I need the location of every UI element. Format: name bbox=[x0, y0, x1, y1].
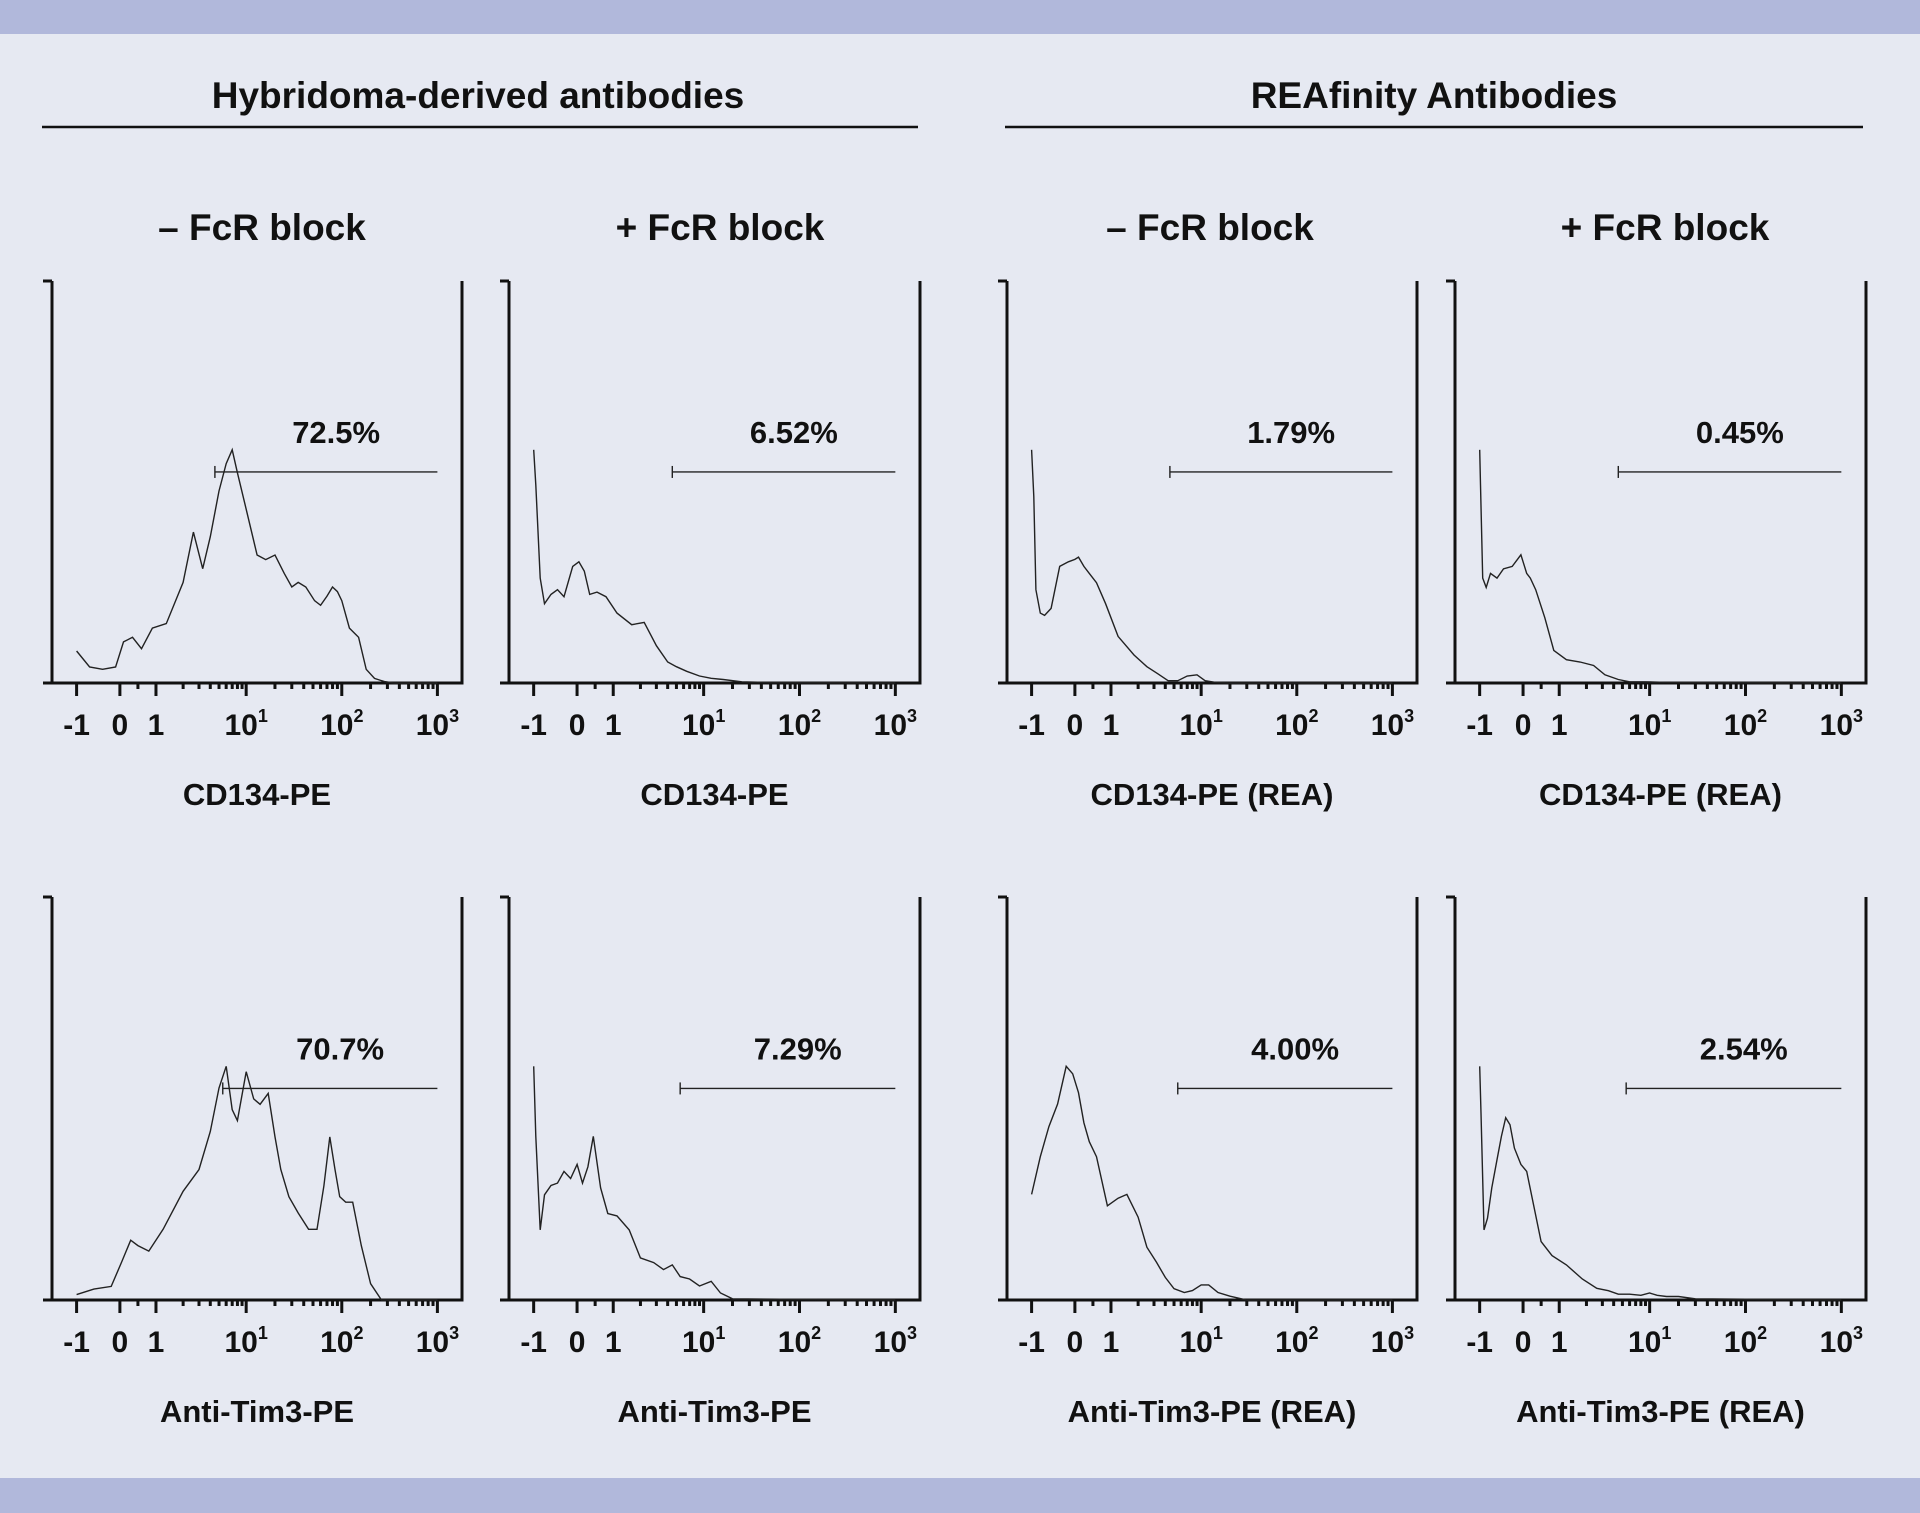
histogram-trace bbox=[1479, 1066, 1842, 1301]
gate-percentage: 6.52% bbox=[750, 415, 838, 450]
panel-2-title: + FcR block bbox=[616, 207, 825, 248]
x-tick-label: 103 bbox=[874, 706, 917, 742]
gate-percentage: 2.54% bbox=[1700, 1031, 1788, 1066]
histogram-panel-2: -1 0 1 101 102 103 6.52% CD134-PE bbox=[500, 279, 922, 812]
histogram-panel-6: -1 0 1 101 102 103 7.29% Anti-Tim3-PE bbox=[500, 895, 922, 1429]
plot-frame bbox=[507, 897, 922, 1302]
plot-frame bbox=[50, 281, 464, 685]
gate-percentage: 72.5% bbox=[292, 415, 380, 450]
x-tick-label: 103 bbox=[874, 1323, 917, 1359]
x-axis-label: CD134-PE (REA) bbox=[1539, 777, 1782, 812]
x-tick-label: 1 bbox=[605, 709, 622, 742]
x-axis-label: Anti-Tim3-PE (REA) bbox=[1516, 1394, 1805, 1429]
group-title-hybridoma: Hybridoma-derived antibodies bbox=[212, 75, 745, 116]
histogram-trace bbox=[76, 447, 438, 684]
x-axis-label: Anti-Tim3-PE bbox=[160, 1394, 354, 1429]
panel-4-title: + FcR block bbox=[1561, 207, 1770, 248]
x-tick-label: 101 bbox=[1179, 1323, 1222, 1359]
x-tick-label: 0 bbox=[569, 709, 586, 742]
x-tick-label: 1 bbox=[148, 1326, 165, 1359]
gate-percentage: 0.45% bbox=[1696, 415, 1784, 450]
x-tick-label: 101 bbox=[1628, 706, 1671, 742]
histogram-trace bbox=[76, 1066, 438, 1301]
plot-frame bbox=[1005, 897, 1419, 1302]
x-tick-label: 1 bbox=[1551, 709, 1568, 742]
x-tick-label: 103 bbox=[416, 1323, 459, 1359]
x-tick-label: 0 bbox=[569, 1326, 586, 1359]
x-tick-label: 102 bbox=[1724, 706, 1767, 742]
x-tick-label: 1 bbox=[1103, 1326, 1120, 1359]
plot-frame bbox=[507, 281, 922, 685]
x-tick-label: 103 bbox=[1820, 706, 1863, 742]
x-tick-label: 102 bbox=[320, 1323, 363, 1359]
histogram-trace bbox=[1479, 449, 1842, 684]
x-tick-label: 1 bbox=[605, 1326, 622, 1359]
x-tick-label: 101 bbox=[1628, 1323, 1671, 1359]
gate-percentage: 1.79% bbox=[1247, 415, 1335, 450]
x-tick-label: 101 bbox=[682, 706, 725, 742]
histogram-panel-7: -1 0 1 101 102 103 4.00% Anti-Tim3-PE (REA) bbox=[998, 895, 1419, 1429]
x-tick-label: 102 bbox=[1724, 1323, 1767, 1359]
x-tick-label: -1 bbox=[63, 709, 90, 742]
x-tick-label: 102 bbox=[778, 706, 821, 742]
x-tick-label: 0 bbox=[1067, 1326, 1084, 1359]
plot-frame bbox=[1453, 281, 1868, 685]
x-tick-label: 103 bbox=[1371, 1323, 1414, 1359]
x-tick-label: 101 bbox=[224, 1323, 267, 1359]
x-tick-label: -1 bbox=[1466, 1326, 1493, 1359]
x-tick-label: 1 bbox=[1103, 709, 1120, 742]
x-tick-label: 101 bbox=[1179, 706, 1222, 742]
histogram-panel-4: -1 0 1 101 102 103 0.45% CD134-PE (REA) bbox=[1446, 279, 1868, 812]
x-axis-label: CD134-PE (REA) bbox=[1091, 777, 1334, 812]
top-band bbox=[0, 0, 1920, 34]
histogram-trace bbox=[1030, 1064, 1393, 1301]
x-tick-label: 101 bbox=[682, 1323, 725, 1359]
histogram-trace bbox=[533, 449, 896, 684]
x-tick-label: 0 bbox=[1515, 1326, 1532, 1359]
x-tick-label: 1 bbox=[1551, 1326, 1568, 1359]
x-axis-label: CD134-PE bbox=[640, 777, 788, 812]
x-tick-label: 103 bbox=[1371, 706, 1414, 742]
x-tick-label: -1 bbox=[63, 1326, 90, 1359]
x-tick-label: 0 bbox=[112, 1326, 129, 1359]
histogram-panel-8: -1 0 1 101 102 103 2.54% Anti-Tim3-PE (REA) bbox=[1446, 895, 1868, 1429]
group-title-reafinity: REAfinity Antibodies bbox=[1251, 75, 1618, 116]
x-tick-label: -1 bbox=[1018, 1326, 1045, 1359]
x-tick-label: -1 bbox=[1466, 709, 1493, 742]
histogram-trace bbox=[1030, 449, 1393, 684]
x-tick-label: 0 bbox=[1067, 709, 1084, 742]
x-tick-label: 101 bbox=[224, 706, 267, 742]
x-axis-label: Anti-Tim3-PE (REA) bbox=[1068, 1394, 1357, 1429]
x-tick-label: 103 bbox=[1820, 1323, 1863, 1359]
panel-1-title: – FcR block bbox=[158, 207, 366, 248]
gate-percentage: 4.00% bbox=[1251, 1031, 1339, 1066]
x-tick-label: 102 bbox=[1275, 706, 1318, 742]
histogram-trace bbox=[533, 1066, 896, 1301]
x-tick-label: 0 bbox=[1515, 709, 1532, 742]
bottom-band bbox=[0, 1478, 1920, 1513]
x-tick-label: 102 bbox=[1275, 1323, 1318, 1359]
x-axis-label: CD134-PE bbox=[183, 777, 331, 812]
histogram-panel-3: -1 0 1 101 102 103 1.79% CD134-PE (REA) bbox=[998, 279, 1419, 812]
x-tick-label: 103 bbox=[416, 706, 459, 742]
plot-frame bbox=[50, 897, 464, 1302]
panel-3-title: – FcR block bbox=[1106, 207, 1314, 248]
x-tick-label: -1 bbox=[1018, 709, 1045, 742]
x-axis-label: Anti-Tim3-PE bbox=[617, 1394, 811, 1429]
gate-percentage: 70.7% bbox=[296, 1031, 384, 1066]
histogram-panel-5: -1 0 1 101 102 103 70.7% Anti-Tim3-PE bbox=[43, 895, 464, 1429]
x-tick-label: -1 bbox=[520, 709, 547, 742]
plot-frame bbox=[1005, 281, 1419, 685]
plot-frame bbox=[1453, 897, 1868, 1302]
x-tick-label: -1 bbox=[520, 1326, 547, 1359]
gate-percentage: 7.29% bbox=[754, 1031, 842, 1066]
x-tick-label: 0 bbox=[112, 709, 129, 742]
histogram-panel-1: -1 0 1 101 102 103 72.5% CD134-PE bbox=[43, 279, 464, 812]
x-tick-label: 1 bbox=[148, 709, 165, 742]
x-tick-label: 102 bbox=[320, 706, 363, 742]
x-tick-label: 102 bbox=[778, 1323, 821, 1359]
